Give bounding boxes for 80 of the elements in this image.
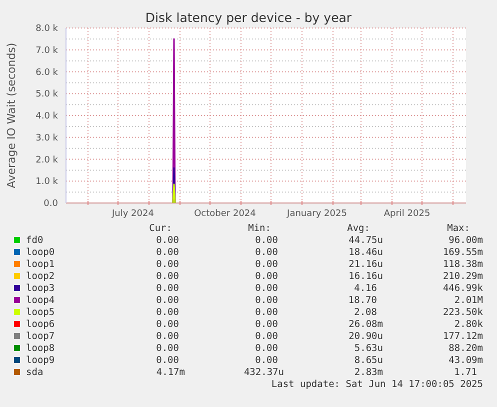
y-tick-label: 4.0 k — [36, 112, 59, 122]
text: 4.16 — [354, 283, 378, 294]
text: 2.80k — [454, 319, 484, 330]
text: Max: — [447, 223, 470, 234]
text: 0.00 — [255, 355, 278, 366]
text: 2.83m — [354, 367, 384, 378]
text: 0.00 — [156, 271, 180, 282]
text: 1.71 — [454, 367, 478, 378]
y-tick-label: 5.0 k — [36, 90, 59, 100]
chart-title: Disk latency per device - by year — [145, 10, 352, 25]
legend-label: loop8 — [26, 343, 55, 354]
text: 446.99k — [442, 283, 484, 294]
x-tick-label: October 2024 — [194, 209, 256, 219]
legend-label: loop5 — [26, 307, 55, 318]
text: 5.63u — [354, 343, 383, 354]
text: 0.00 — [255, 247, 278, 258]
y-tick-label: 0.0 — [44, 199, 58, 209]
text: 4.17m — [156, 367, 186, 378]
text: 0.00 — [156, 259, 180, 270]
text: 0.00 — [156, 355, 180, 366]
text: 432.37u — [244, 367, 284, 378]
legend-label: loop0 — [26, 247, 55, 258]
text: Cur: — [149, 223, 172, 234]
text: Last update: Sat Jun 14 17:00:05 2025 — [271, 379, 483, 390]
text: 0.00 — [255, 307, 278, 318]
legend-label: fd0 — [26, 235, 44, 246]
text: 8.65u — [354, 355, 383, 366]
text: 0.00 — [255, 271, 278, 282]
y-tick-label: 7.0 k — [36, 46, 59, 56]
text: 0.00 — [255, 331, 278, 342]
text: 0.00 — [255, 235, 278, 246]
text: 223.50k — [442, 307, 484, 318]
y-tick-label: 3.0 k — [36, 133, 59, 144]
legend-label: sda — [26, 367, 44, 378]
y-tick-label: 1.0 k — [36, 177, 59, 188]
text: 118.38m — [442, 259, 484, 270]
text: 44.75u — [348, 235, 383, 246]
text: 0.00 — [156, 343, 180, 354]
legend-label: loop7 — [26, 331, 55, 342]
text: 16.16u — [348, 271, 383, 282]
y-tick-label: 2.0 k — [36, 155, 59, 166]
text: 2.08 — [354, 307, 378, 318]
legend-label: loop4 — [26, 295, 55, 306]
text: 0.00 — [156, 307, 180, 318]
text: 26.08m — [348, 319, 384, 330]
text: 0.00 — [156, 283, 180, 294]
text: 0.00 — [156, 235, 180, 246]
x-tick-label: January 2025 — [286, 209, 347, 219]
legend-label: loop2 — [26, 271, 55, 282]
text: 0.00 — [255, 319, 278, 330]
text: 0.00 — [156, 295, 180, 306]
text: 43.09m — [448, 355, 484, 366]
x-tick-label: July 2024 — [111, 209, 154, 219]
text: 210.29m — [442, 271, 484, 282]
text: 0.00 — [255, 295, 278, 306]
legend-label: loop3 — [26, 283, 55, 294]
text: 2.01M — [454, 295, 484, 306]
y-axis-title: Average IO Wait (seconds) — [5, 42, 18, 188]
text: 0.00 — [156, 331, 180, 342]
text: 0.00 — [255, 283, 278, 294]
text: 0.00 — [156, 247, 180, 258]
y-tick-label: 6.0 k — [36, 68, 59, 78]
text: 177.12m — [442, 331, 484, 342]
text: 18.46u — [348, 247, 383, 258]
text: 21.16u — [348, 259, 383, 270]
text: 20.90u — [348, 331, 383, 342]
text: 0.00 — [255, 343, 278, 354]
text: 0.00 — [255, 259, 278, 270]
text: 18.70 — [348, 295, 378, 306]
y-tick-label: 8.0 k — [36, 24, 59, 34]
text: Min: — [248, 223, 271, 234]
legend-label: loop1 — [26, 259, 55, 270]
x-tick-label: April 2025 — [384, 209, 430, 219]
text: 169.55m — [442, 247, 484, 258]
text: 88.20m — [448, 343, 484, 354]
text: 96.00m — [448, 235, 484, 246]
text: 0.00 — [156, 319, 180, 330]
legend-label: loop6 — [26, 319, 55, 330]
text: Avg: — [347, 223, 370, 234]
legend-label: loop9 — [26, 355, 55, 366]
